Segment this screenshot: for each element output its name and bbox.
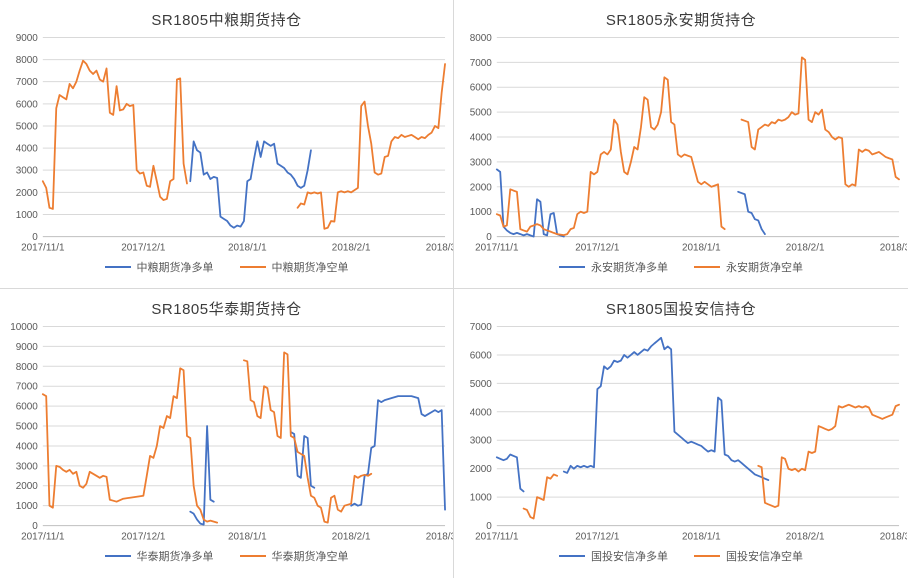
legend-label-short: 华泰期货净空单 xyxy=(271,551,349,563)
legend-line-long-icon xyxy=(104,555,131,557)
svg-text:2018/3/1: 2018/3/1 xyxy=(425,532,452,543)
line-chart-huatai: 0 1000 2000 3000 4000 5000 6000 7000 8000 9000 100… xyxy=(10,322,453,543)
legend-item-short: 国投安信净空单 xyxy=(694,548,803,564)
chart-legend-yongan: 永安期货净多单 永安期货净空单 xyxy=(559,259,803,275)
legend-item-long: 永安期货净多单 xyxy=(559,259,668,275)
svg-text:8000: 8000 xyxy=(15,362,38,373)
svg-text:4000: 4000 xyxy=(470,407,493,418)
svg-text:3000: 3000 xyxy=(15,461,38,472)
svg-text:2017/12/1: 2017/12/1 xyxy=(121,532,166,543)
legend-label-long: 国投安信净多单 xyxy=(591,551,668,563)
svg-text:2018/1/1: 2018/1/1 xyxy=(227,532,266,543)
legend-item-short: 永安期货净空单 xyxy=(694,259,803,275)
legend-label-long: 中粮期货净多单 xyxy=(136,262,214,274)
svg-text:6000: 6000 xyxy=(470,83,493,94)
line-chart-yongan: 0 1000 2000 3000 4000 5000 6000 7000 8000 2017/11… xyxy=(470,33,907,254)
legend-line-short-icon xyxy=(239,555,266,557)
svg-text:6000: 6000 xyxy=(15,99,38,110)
svg-text:0: 0 xyxy=(32,232,38,243)
svg-text:6000: 6000 xyxy=(15,402,38,413)
svg-text:2018/2/1: 2018/2/1 xyxy=(786,243,825,254)
svg-text:2018/3/1: 2018/3/1 xyxy=(425,243,452,254)
legend-item-long: 华泰期货净多单 xyxy=(104,548,214,564)
svg-text:2017/11/1: 2017/11/1 xyxy=(475,532,519,543)
legend-label-short: 永安期货净空单 xyxy=(726,262,803,274)
svg-text:2018/2/1: 2018/2/1 xyxy=(331,532,370,543)
svg-text:2018/3/1: 2018/3/1 xyxy=(880,532,907,543)
svg-text:3000: 3000 xyxy=(15,166,38,177)
svg-text:9000: 9000 xyxy=(15,342,38,353)
line-chart-cofco: 0 1000 2000 3000 4000 5000 6000 7000 8000 9000 201… xyxy=(15,33,452,254)
chart-panel-huatai: SR1805华泰期货持仓 0 1000 2000 3000 4000 5000 6000 70… xyxy=(0,289,454,578)
svg-text:0: 0 xyxy=(486,232,492,243)
svg-text:1000: 1000 xyxy=(470,207,493,218)
svg-text:4000: 4000 xyxy=(15,441,38,452)
legend-line-long-icon xyxy=(559,266,585,268)
svg-text:2017/12/1: 2017/12/1 xyxy=(575,532,620,543)
legend-line-long-icon xyxy=(104,266,131,268)
legend-line-short-icon xyxy=(239,266,266,268)
svg-text:2017/12/1: 2017/12/1 xyxy=(575,243,620,254)
chart-panel-guotou-anxin: SR1805国投安信持仓 0 1000 2000 3000 4000 5000 6000 70… xyxy=(454,289,908,578)
legend-line-short-icon xyxy=(694,266,720,268)
svg-text:2000: 2000 xyxy=(470,182,493,193)
svg-text:7000: 7000 xyxy=(470,322,493,333)
svg-text:9000: 9000 xyxy=(15,33,38,44)
svg-text:3000: 3000 xyxy=(470,157,493,168)
chart-legend-huatai: 华泰期货净多单 华泰期货净空单 xyxy=(104,548,349,564)
svg-text:2000: 2000 xyxy=(15,481,38,492)
chart-panel-cofco: SR1805中粮期货持仓 0 1000 2000 3000 4000 5000 6000 70… xyxy=(0,0,454,289)
legend-label-long: 永安期货净多单 xyxy=(591,262,668,274)
svg-text:2018/1/1: 2018/1/1 xyxy=(227,243,266,254)
svg-text:7000: 7000 xyxy=(15,382,38,393)
legend-line-short-icon xyxy=(694,555,720,557)
svg-text:5000: 5000 xyxy=(470,379,493,390)
svg-text:2000: 2000 xyxy=(470,464,493,475)
chart-legend-cofco: 中粮期货净多单 中粮期货净空单 xyxy=(104,259,349,275)
svg-text:2000: 2000 xyxy=(15,188,38,199)
chart-title-huatai: SR1805华泰期货持仓 xyxy=(151,301,302,318)
chart-legend-guotou-anxin: 国投安信净多单 国投安信净空单 xyxy=(559,548,803,564)
chart-title-yongan: SR1805永安期货持仓 xyxy=(605,12,757,29)
chart-panel-yongan: SR1805永安期货持仓 0 1000 2000 3000 4000 5000 6000 70… xyxy=(454,0,908,289)
svg-text:2018/2/1: 2018/2/1 xyxy=(331,243,370,254)
svg-text:2017/11/1: 2017/11/1 xyxy=(21,532,65,543)
svg-text:4000: 4000 xyxy=(15,144,38,155)
svg-text:4000: 4000 xyxy=(470,133,493,144)
svg-text:2018/1/1: 2018/1/1 xyxy=(682,532,721,543)
legend-label-short: 中粮期货净空单 xyxy=(271,262,349,274)
svg-text:0: 0 xyxy=(32,521,38,532)
svg-text:5000: 5000 xyxy=(15,422,38,433)
legend-label-short: 国投安信净空单 xyxy=(726,551,803,563)
legend-item-long: 国投安信净多单 xyxy=(559,548,668,564)
svg-text:7000: 7000 xyxy=(470,58,493,69)
svg-text:5000: 5000 xyxy=(470,108,493,119)
chart-title-cofco: SR1805中粮期货持仓 xyxy=(151,12,302,29)
line-chart-guotou-anxin: 0 1000 2000 3000 4000 5000 6000 7000 2017/11/1 20… xyxy=(470,322,907,543)
chart-title-guotou-anxin: SR1805国投安信持仓 xyxy=(605,301,757,318)
svg-text:0: 0 xyxy=(486,521,492,532)
svg-text:1000: 1000 xyxy=(470,493,493,504)
svg-text:6000: 6000 xyxy=(470,350,493,361)
svg-text:8000: 8000 xyxy=(15,55,38,66)
legend-label-long: 华泰期货净多单 xyxy=(136,551,214,563)
svg-text:2018/1/1: 2018/1/1 xyxy=(682,243,721,254)
svg-text:1000: 1000 xyxy=(15,210,38,221)
svg-text:2018/3/1: 2018/3/1 xyxy=(880,243,907,254)
legend-item-short: 中粮期货净空单 xyxy=(239,259,349,275)
svg-text:5000: 5000 xyxy=(15,121,38,132)
svg-text:3000: 3000 xyxy=(470,436,493,447)
svg-text:2018/2/1: 2018/2/1 xyxy=(786,532,825,543)
svg-text:8000: 8000 xyxy=(470,33,493,44)
legend-line-long-icon xyxy=(559,555,585,557)
svg-text:2017/12/1: 2017/12/1 xyxy=(121,243,166,254)
svg-text:10000: 10000 xyxy=(10,322,38,333)
legend-item-long: 中粮期货净多单 xyxy=(104,259,214,275)
svg-text:2017/11/1: 2017/11/1 xyxy=(475,243,519,254)
svg-text:7000: 7000 xyxy=(15,77,38,88)
svg-text:2017/11/1: 2017/11/1 xyxy=(21,243,65,254)
legend-item-short: 华泰期货净空单 xyxy=(239,548,349,564)
svg-text:1000: 1000 xyxy=(15,501,38,512)
